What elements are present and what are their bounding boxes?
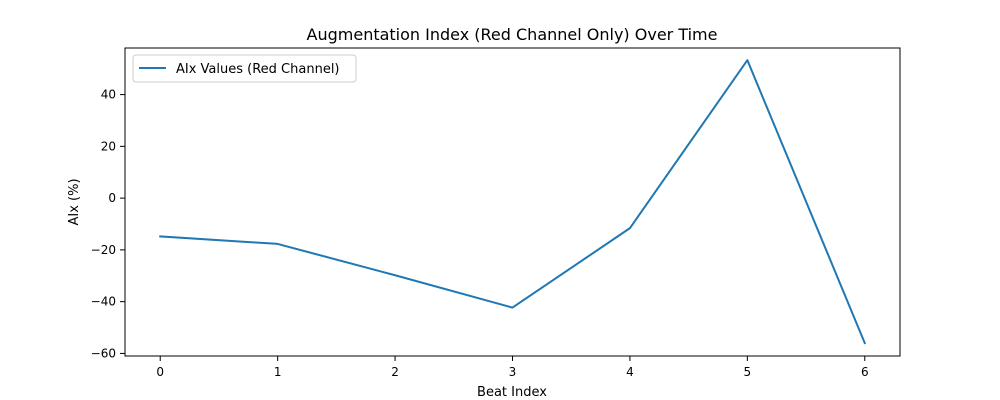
chart-title: Augmentation Index (Red Channel Only) Ov… — [307, 25, 718, 44]
x-tick-label: 6 — [861, 365, 869, 379]
y-axis-label: AIx (%) — [67, 178, 82, 225]
x-tick-label: 2 — [391, 365, 399, 379]
legend: AIx Values (Red Channel) — [132, 54, 357, 83]
x-tick-label: 5 — [744, 365, 752, 379]
y-tick-label: −40 — [91, 295, 116, 309]
x-tick-label: 0 — [156, 365, 164, 379]
series-layer — [159, 59, 867, 345]
x-axis: 0 1 2 3 4 5 6 — [156, 356, 869, 379]
x-axis-label: Beat Index — [477, 385, 547, 400]
y-tick-label: 40 — [101, 88, 116, 102]
x-tick-label: 4 — [626, 365, 634, 379]
y-tick-label: −20 — [91, 243, 116, 257]
legend-entry-label: AIx Values (Red Channel) — [176, 62, 340, 77]
x-tick-label: 1 — [274, 365, 282, 379]
y-tick-label: 20 — [101, 139, 116, 153]
legend-box — [132, 54, 357, 83]
series-line-0 — [159, 59, 867, 345]
y-tick-label: 0 — [108, 191, 116, 205]
y-tick-label: −60 — [91, 346, 116, 360]
x-tick-label: 3 — [509, 365, 517, 379]
y-axis: −60 −40 −20 0 20 40 — [91, 88, 125, 360]
